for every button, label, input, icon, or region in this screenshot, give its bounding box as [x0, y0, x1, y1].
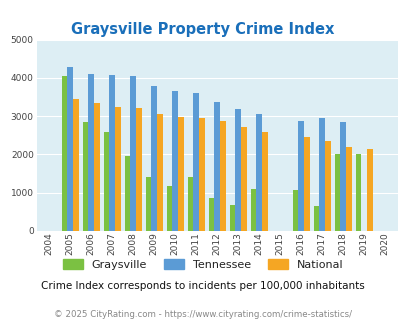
Bar [187, 177, 193, 231]
Bar [151, 86, 157, 231]
Bar [220, 121, 225, 231]
Bar [235, 109, 241, 231]
Bar [166, 186, 172, 231]
Bar [256, 114, 261, 231]
Bar [355, 154, 360, 231]
Bar [334, 154, 339, 231]
Bar [214, 102, 220, 231]
Bar [339, 122, 345, 231]
Bar [88, 74, 94, 231]
Bar [115, 107, 120, 231]
Bar [94, 103, 99, 231]
Bar [130, 76, 136, 231]
Bar [136, 108, 141, 231]
Bar [73, 99, 79, 231]
Bar [319, 118, 324, 231]
Bar [298, 121, 303, 231]
Text: Crime Index corresponds to incidents per 100,000 inhabitants: Crime Index corresponds to incidents per… [41, 281, 364, 291]
Bar [172, 91, 177, 231]
Bar [198, 118, 204, 231]
Bar [67, 67, 73, 231]
Bar [324, 141, 330, 231]
Bar [62, 76, 67, 231]
Bar [157, 114, 162, 231]
Bar [103, 132, 109, 231]
Text: © 2025 CityRating.com - https://www.cityrating.com/crime-statistics/: © 2025 CityRating.com - https://www.city… [54, 310, 351, 319]
Bar [83, 122, 88, 231]
Bar [109, 75, 115, 231]
Bar [250, 189, 256, 231]
Bar [366, 149, 372, 231]
Bar [229, 205, 235, 231]
Bar [145, 178, 151, 231]
Bar [208, 198, 214, 231]
Bar [241, 127, 246, 231]
Bar [303, 137, 309, 231]
Bar [345, 147, 351, 231]
Text: Graysville Property Crime Index: Graysville Property Crime Index [71, 22, 334, 37]
Bar [261, 132, 267, 231]
Bar [177, 117, 183, 231]
Bar [292, 190, 298, 231]
Legend: Graysville, Tennessee, National: Graysville, Tennessee, National [58, 255, 347, 274]
Bar [193, 93, 198, 231]
Bar [313, 206, 319, 231]
Bar [124, 156, 130, 231]
